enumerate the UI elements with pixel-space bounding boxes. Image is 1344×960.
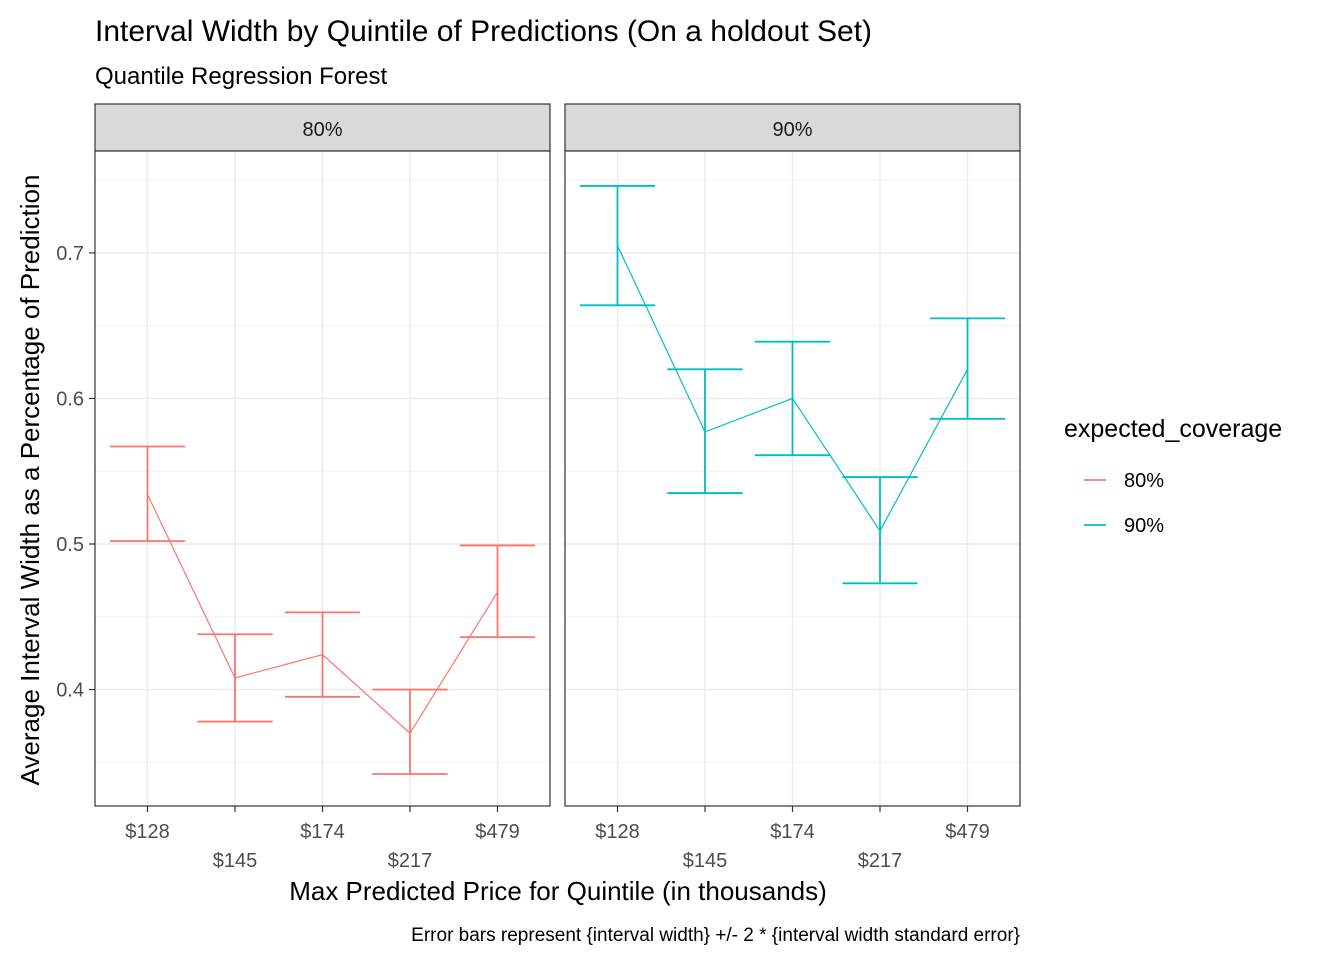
facet-strip-label: 90% bbox=[772, 119, 812, 141]
x-tick-label: $217 bbox=[388, 850, 433, 872]
x-tick-label: $128 bbox=[595, 821, 640, 843]
x-tick-label: $128 bbox=[125, 821, 170, 843]
y-axis: 0.4 0.5 0.6 0.7 bbox=[56, 243, 95, 702]
facet-panel-1: 90% $128 $145 $174 $217 $479 bbox=[564, 103, 1021, 872]
error-bar bbox=[197, 633, 273, 723]
error-bar bbox=[284, 611, 361, 698]
error-bar bbox=[929, 317, 1006, 420]
x-tick-label: $174 bbox=[770, 821, 815, 843]
facet-panel-0: 80% $128 $145 $174 $217 $479 bbox=[94, 103, 551, 872]
error-bar bbox=[109, 445, 186, 542]
chart-title: Interval Width by Quintile of Prediction… bbox=[95, 15, 872, 48]
error-bar bbox=[842, 476, 918, 585]
chart-caption: Error bars represent {interval width} +/… bbox=[411, 925, 1020, 946]
x-tick-label: $145 bbox=[213, 850, 258, 872]
error-bar bbox=[579, 185, 656, 307]
legend-title: expected_coverage bbox=[1064, 415, 1282, 443]
chart-subtitle: Quantile Regression Forest bbox=[95, 63, 387, 90]
x-tick-label: $174 bbox=[300, 821, 345, 843]
legend: expected_coverage 80% 90% bbox=[1064, 415, 1282, 537]
error-bar bbox=[372, 688, 448, 775]
legend-label-90: 90% bbox=[1124, 515, 1164, 537]
y-tick-label: 0.5 bbox=[56, 534, 84, 556]
y-tick-label: 0.4 bbox=[56, 680, 84, 702]
x-axis-title: Max Predicted Price for Quintile (in tho… bbox=[289, 876, 827, 906]
facet-strip bbox=[94, 103, 551, 152]
x-tick-label: $479 bbox=[945, 821, 990, 843]
facet-panels: 80% $128 $145 $174 $217 $479 90% $128 $145 $174 $2… bbox=[56, 103, 1021, 872]
y-tick-label: 0.7 bbox=[56, 243, 84, 265]
y-tick-label: 0.6 bbox=[56, 388, 84, 410]
facet-strip-label: 80% bbox=[302, 119, 342, 141]
legend-label-80: 80% bbox=[1124, 470, 1164, 492]
error-bar bbox=[459, 544, 536, 639]
y-axis-title: Average Interval Width as a Percentage o… bbox=[15, 175, 45, 786]
error-bar bbox=[667, 368, 743, 494]
x-tick-label: $479 bbox=[475, 821, 520, 843]
error-bar bbox=[754, 340, 831, 457]
x-tick-label: $145 bbox=[683, 850, 728, 872]
x-tick-label: $217 bbox=[858, 850, 903, 872]
facet-strip bbox=[564, 103, 1021, 152]
